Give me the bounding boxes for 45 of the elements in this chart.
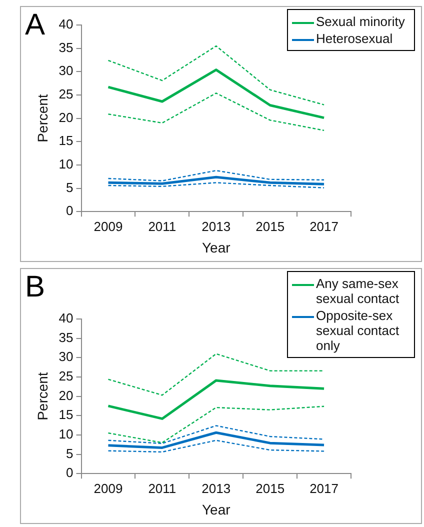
y-tick-label: 20: [58, 110, 74, 125]
line-series: [108, 92, 325, 132]
line-series: [108, 406, 325, 444]
x-tick-label: 2015: [256, 218, 285, 234]
y-tick-label: 35: [58, 40, 74, 55]
x-tick-label: 2017: [310, 480, 338, 496]
y-axis-title: Percent: [34, 372, 50, 420]
y-tick-label: 35: [58, 330, 74, 345]
x-tick-label: 2009: [94, 480, 123, 496]
line-series: [108, 170, 325, 182]
y-tick-label: 25: [58, 86, 74, 102]
y-tick-label: 5: [66, 180, 74, 195]
line-series: [108, 440, 325, 453]
y-tick-label: 25: [58, 368, 74, 384]
y-tick-label: 15: [58, 407, 74, 422]
y-tick-label: 30: [58, 63, 74, 78]
x-tick-label: 2015: [256, 480, 285, 496]
y-tick-label: 10: [58, 426, 74, 442]
legend-label: Any same-sex sexual contact: [316, 276, 400, 306]
text: B: [25, 270, 46, 304]
x-tick-label: 2009: [94, 218, 123, 234]
y-tick-label: 0: [66, 465, 74, 480]
x-tick-label: 2011: [148, 218, 176, 234]
x-tick-label: 2013: [202, 218, 231, 234]
line-series: [108, 353, 325, 396]
x-tick-label: 2017: [310, 218, 338, 234]
x-axis-title: Year: [202, 239, 231, 256]
y-tick-label: 0: [66, 203, 74, 218]
y-tick-label: 10: [58, 156, 74, 172]
line-series: [108, 45, 325, 106]
legend-label: Opposite-sex sexual contact only: [316, 308, 400, 353]
legend-label: Sexual minority: [316, 14, 405, 29]
legend-label: Heterosexual: [316, 31, 393, 46]
y-tick-label: 40: [58, 16, 74, 32]
text: A: [25, 8, 46, 42]
y-tick-label: 20: [58, 388, 74, 403]
y-tick-label: 30: [58, 349, 74, 364]
line-series: [108, 425, 325, 444]
y-axis-title: Percent: [34, 94, 50, 142]
y-tick-label: 5: [66, 446, 74, 461]
y-tick-label: 40: [58, 310, 74, 326]
x-tick-label: 2011: [148, 480, 176, 496]
x-tick-label: 2013: [202, 480, 231, 496]
x-axis-title: Year: [202, 501, 231, 518]
y-tick-label: 15: [58, 133, 74, 148]
